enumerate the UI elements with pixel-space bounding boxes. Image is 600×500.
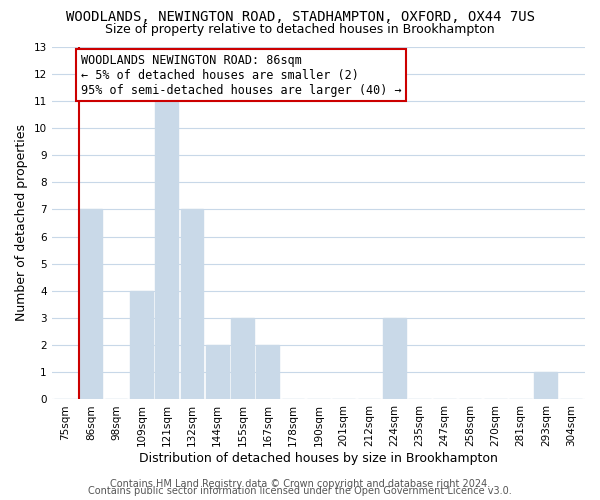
Bar	[256, 345, 279, 400]
Y-axis label: Number of detached properties: Number of detached properties	[15, 124, 28, 322]
Text: WOODLANDS NEWINGTON ROAD: 86sqm
← 5% of detached houses are smaller (2)
95% of s: WOODLANDS NEWINGTON ROAD: 86sqm ← 5% of …	[81, 54, 401, 96]
Text: Size of property relative to detached houses in Brookhampton: Size of property relative to detached ho…	[105, 22, 495, 36]
Text: Contains HM Land Registry data © Crown copyright and database right 2024.: Contains HM Land Registry data © Crown c…	[110, 479, 490, 489]
Bar	[155, 101, 178, 400]
Bar	[535, 372, 557, 400]
Text: Contains public sector information licensed under the Open Government Licence v3: Contains public sector information licen…	[88, 486, 512, 496]
X-axis label: Distribution of detached houses by size in Brookhampton: Distribution of detached houses by size …	[139, 452, 498, 465]
Bar	[231, 318, 254, 400]
Bar	[130, 291, 153, 400]
Bar	[206, 345, 229, 400]
Bar	[383, 318, 406, 400]
Bar	[181, 210, 203, 400]
Bar	[79, 210, 102, 400]
Text: WOODLANDS, NEWINGTON ROAD, STADHAMPTON, OXFORD, OX44 7US: WOODLANDS, NEWINGTON ROAD, STADHAMPTON, …	[65, 10, 535, 24]
